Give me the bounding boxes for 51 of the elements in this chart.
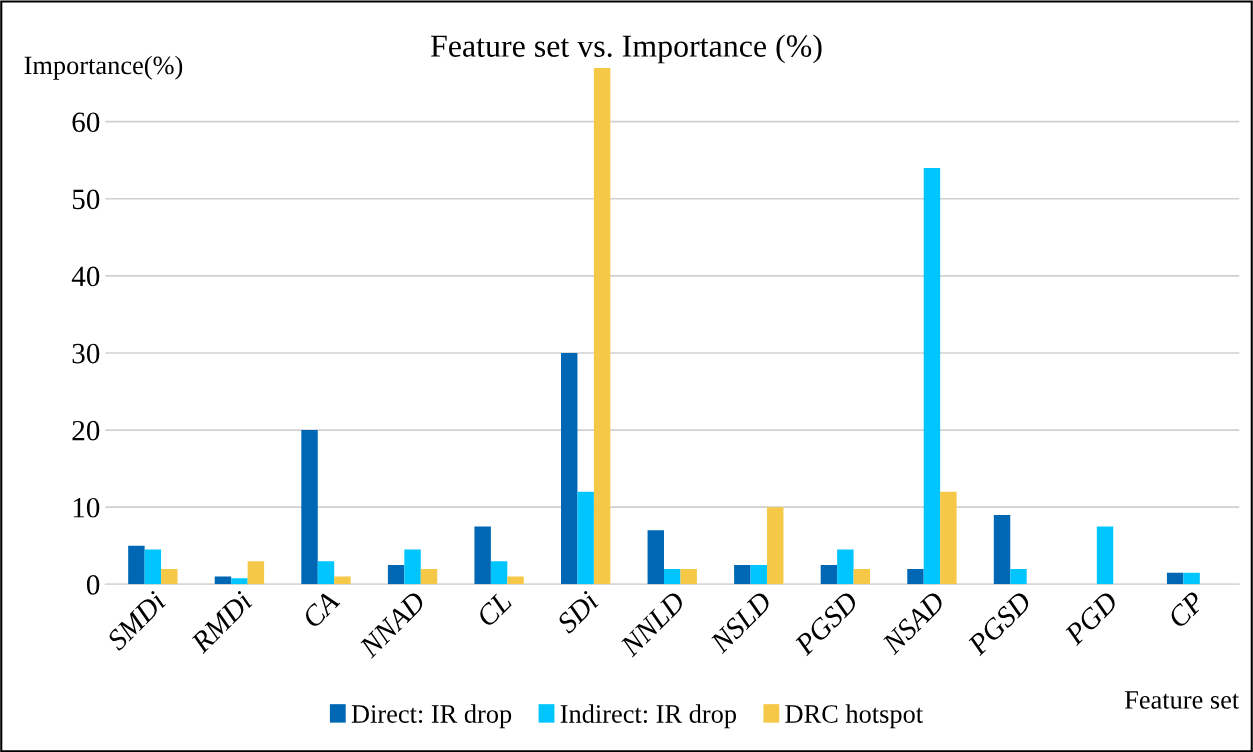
bar	[923, 167, 941, 585]
bar	[1183, 572, 1200, 585]
bar	[144, 549, 162, 585]
bar	[907, 568, 924, 585]
bar	[490, 561, 508, 585]
bar	[1010, 568, 1027, 585]
x-tick-label: CL	[475, 590, 513, 628]
bar	[387, 565, 405, 585]
x-tick-label: SDi	[555, 590, 600, 635]
x-axis-title: Feature set	[1124, 691, 1240, 709]
chart-title: Feature set vs. Importance (%)	[430, 34, 822, 64]
bar	[734, 565, 751, 585]
y-axis-title: Importance(%)	[24, 55, 183, 80]
bar	[993, 514, 1011, 585]
x-tick-label: CA	[301, 589, 341, 629]
bar	[404, 549, 421, 585]
bar	[647, 530, 665, 585]
bar	[853, 568, 871, 585]
legend-label: Indirect: IR drop	[560, 704, 737, 729]
bar	[940, 491, 957, 585]
bar	[1096, 526, 1114, 585]
bar	[1166, 572, 1184, 585]
y-tick-label: 60	[72, 112, 100, 133]
bar	[231, 578, 248, 585]
bar	[128, 545, 145, 585]
y-tick-label: 50	[72, 189, 100, 210]
legend-label: DRC hotspot	[785, 704, 923, 729]
bar	[680, 568, 697, 585]
bar	[161, 568, 178, 585]
bar	[507, 576, 524, 585]
y-tick-label: 20	[72, 420, 100, 441]
y-tick-label: 10	[73, 497, 100, 518]
y-tick-label: 40	[71, 266, 100, 287]
y-tick-label: 0	[86, 575, 100, 595]
bar	[767, 507, 784, 585]
x-tick-label: CP	[1167, 590, 1206, 629]
bar	[837, 549, 854, 585]
bar	[593, 67, 611, 585]
bar	[750, 565, 768, 585]
bar	[301, 430, 318, 585]
bar	[317, 561, 335, 585]
y-tick-label: 30	[72, 343, 100, 364]
bar	[561, 352, 578, 585]
bar	[577, 491, 594, 585]
bar	[420, 568, 438, 585]
legend-label: Direct: IR drop	[351, 704, 512, 729]
bar	[820, 565, 838, 585]
bar	[247, 561, 265, 585]
bar	[664, 568, 681, 585]
bar	[474, 526, 491, 585]
bar	[334, 576, 351, 585]
